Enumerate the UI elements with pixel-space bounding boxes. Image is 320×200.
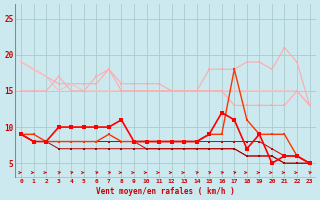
- X-axis label: Vent moyen/en rafales ( km/h ): Vent moyen/en rafales ( km/h ): [96, 187, 235, 196]
